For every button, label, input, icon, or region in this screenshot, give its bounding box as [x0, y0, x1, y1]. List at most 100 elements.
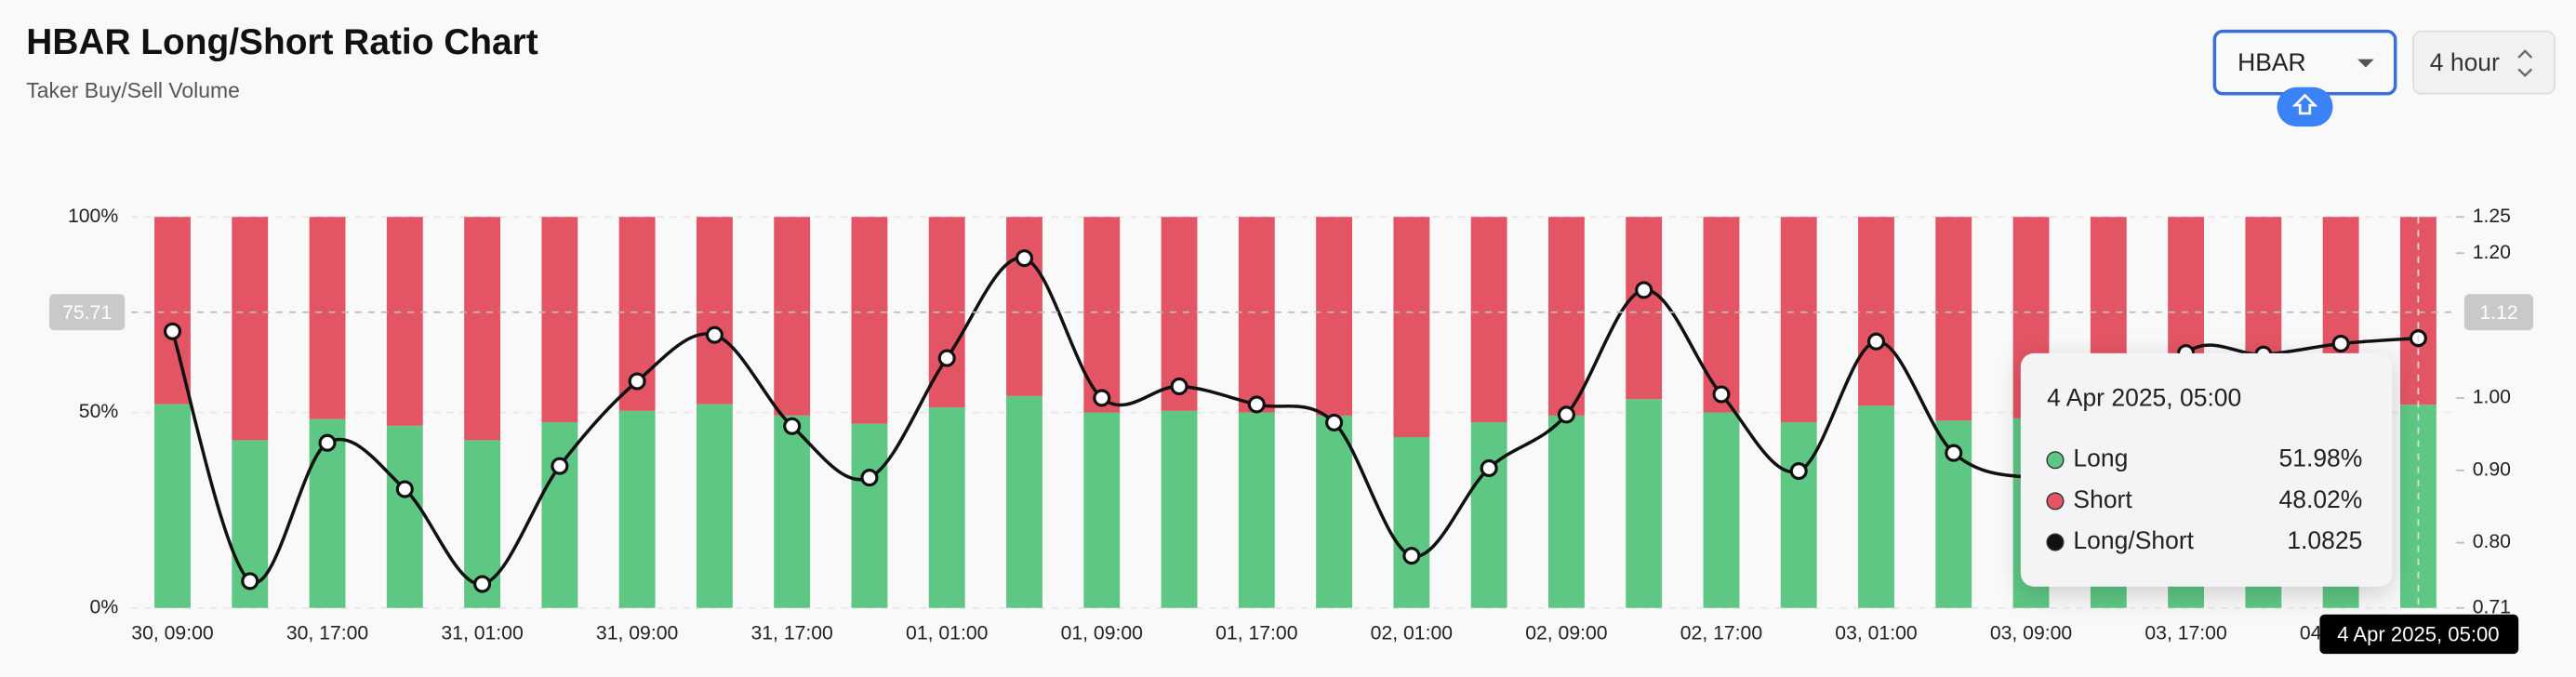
tooltip-box	[2020, 352, 2393, 587]
tooltip-dot	[2046, 451, 2065, 470]
x-tick-label: 03, 09:00	[1990, 623, 2072, 644]
x-tick-label: 31, 17:00	[750, 623, 832, 644]
ratio-point	[1480, 458, 1498, 477]
ratio-point	[937, 349, 956, 367]
x-tick-label: 01, 09:00	[1061, 623, 1143, 644]
bar-long	[774, 415, 811, 608]
ratio-point	[1247, 395, 1266, 414]
bar-short	[1006, 217, 1042, 396]
bar-short	[1935, 217, 1972, 421]
tooltip-row-value: 51.98%	[2279, 445, 2363, 472]
y-tick-label: 50%	[79, 401, 119, 422]
x-tick-label: 01, 01:00	[906, 623, 988, 644]
ratio-point	[783, 417, 802, 435]
x-tick-label: 31, 01:00	[441, 623, 523, 644]
select-box[interactable]	[2412, 30, 2556, 95]
bar-long	[1393, 436, 1430, 608]
y2-tick-label: 1.00	[2473, 387, 2511, 408]
tooltip: 4 Apr 2025, 05:00 Long 51.98% Short 48.02% Lo…	[2020, 352, 2393, 587]
interval-select[interactable]: 4 hour	[2412, 30, 2556, 95]
x-tick-label: 03, 01:00	[1835, 623, 1917, 644]
ratio-point	[2331, 334, 2350, 353]
bar-short	[1626, 217, 1663, 400]
ratio-point	[1789, 462, 1808, 481]
scroll-button[interactable]	[2277, 86, 2333, 127]
tooltip-row-label: Long/Short	[2073, 526, 2194, 554]
ratio-point	[628, 372, 646, 391]
ratio-point	[1866, 332, 1886, 351]
ratio-point	[1093, 389, 1111, 407]
scroll-pill[interactable]	[2277, 86, 2333, 127]
bar-short	[1470, 217, 1507, 423]
bar-long	[386, 425, 423, 608]
tooltip-dot	[2046, 533, 2065, 551]
ratio-point	[1945, 444, 1963, 462]
crosshair-x-label: 4 Apr 2025, 05:00	[2337, 623, 2499, 646]
ratio-point	[163, 322, 182, 340]
x-tick-label: 30, 09:00	[131, 623, 213, 644]
page-subtitle: Taker Buy/Sell Volume	[26, 78, 240, 102]
crosshair-x-box	[2319, 614, 2519, 655]
bar-long	[618, 410, 656, 608]
page-title: HBAR Long/Short Ratio Chart	[26, 22, 538, 62]
bar-short	[541, 217, 578, 423]
bar-short	[696, 217, 733, 405]
bar-short	[774, 217, 811, 416]
scroll-icon	[2291, 93, 2318, 115]
bar-short	[1316, 217, 1353, 416]
bar-long	[1006, 395, 1042, 608]
bar-short	[309, 217, 346, 419]
y2-tick-label: 0.80	[2473, 531, 2511, 552]
y2-tick-label: 1.25	[2473, 206, 2511, 227]
bar-long	[1161, 410, 1198, 608]
tooltip-row-label: Long	[2073, 445, 2128, 472]
bar-long	[154, 404, 191, 608]
bar-short	[1780, 217, 1817, 423]
crosshair-y2-label: 1.12	[2479, 302, 2517, 324]
x-tick-label: 02, 01:00	[1371, 623, 1453, 644]
bar-long	[1316, 415, 1353, 608]
bar-long	[1626, 399, 1663, 608]
bar-long	[851, 423, 888, 608]
y-tick-label: 0%	[90, 596, 119, 617]
bar-long	[1083, 412, 1121, 608]
ratio-point	[1170, 377, 1188, 396]
select-value[interactable]: HBAR	[2237, 48, 2306, 76]
bar-long	[928, 407, 965, 608]
bar-long	[696, 404, 733, 608]
select-value[interactable]: 4 hour	[2430, 48, 2500, 76]
y2-tick-label: 0.71	[2473, 596, 2511, 617]
ratio-point	[705, 325, 724, 344]
bar-short	[232, 217, 269, 441]
bar-long	[1703, 412, 1740, 608]
bar-long	[1470, 422, 1507, 608]
x-tick-label: 03, 17:00	[2144, 623, 2226, 644]
crosshair-y-box	[48, 294, 126, 331]
ratio-point	[473, 575, 492, 593]
bar-long	[1780, 422, 1817, 608]
bar-short	[1858, 217, 1894, 406]
tooltip-title: 4 Apr 2025, 05:00	[2047, 383, 2241, 411]
bar-short	[1238, 217, 1275, 413]
ratio-point	[1635, 281, 1653, 299]
tooltip-row-label: Short	[2073, 485, 2132, 513]
bar-short	[464, 217, 501, 441]
bar-short	[1547, 217, 1585, 416]
bar-long	[1238, 412, 1275, 608]
bar-short	[1393, 217, 1430, 437]
tooltip-row-value: 48.02%	[2279, 485, 2363, 513]
ratio-point	[860, 469, 879, 487]
ratio-point	[395, 480, 414, 498]
bar-long	[1858, 405, 1894, 608]
y2-tick-label: 1.20	[2473, 242, 2511, 263]
x-tick-label: 02, 17:00	[1680, 623, 1762, 644]
crosshair-y2-box	[2463, 294, 2534, 331]
ratio-point	[318, 433, 337, 452]
ratio-point	[1015, 249, 1034, 268]
ratio-point	[1712, 385, 1731, 404]
symbol-select[interactable]: HBAR	[2212, 29, 2397, 96]
bar-long	[1547, 415, 1585, 608]
ratio-point	[1557, 405, 1575, 424]
x-tick-label: 02, 09:00	[1525, 623, 1607, 644]
